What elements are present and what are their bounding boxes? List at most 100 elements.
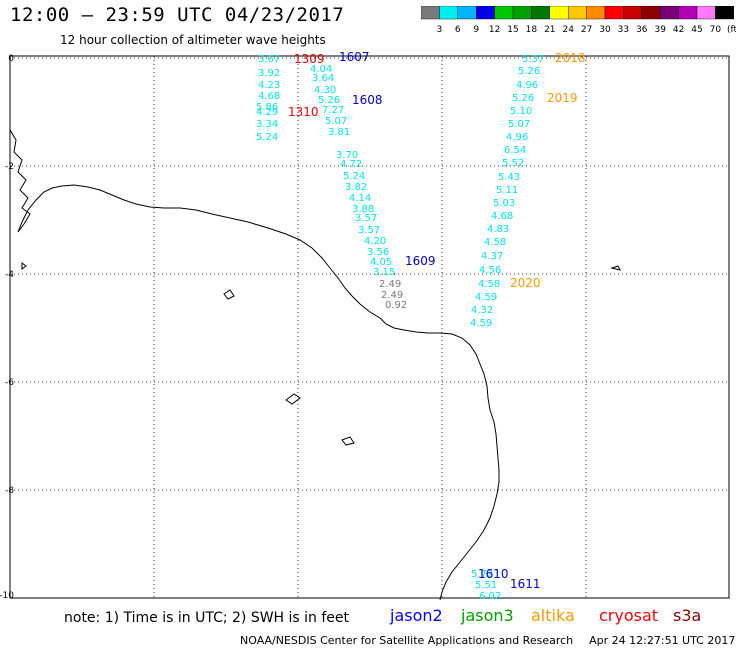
- y-tick-label: -6: [5, 378, 14, 388]
- legend-jason2: jason2: [390, 606, 443, 625]
- island-2: [285, 393, 301, 405]
- wave-height-label: 4.72: [340, 159, 362, 170]
- wave-height-label: 6.02: [479, 591, 501, 602]
- footer-credit: NOAA/NESDIS Center for Satellite Applica…: [240, 634, 574, 647]
- axis-tick-labels: -45-42-39-36-33-300-2-4-6-8-10: [0, 54, 14, 601]
- coastline-cape-segment: [9, 129, 31, 233]
- y-tick-label: -4: [5, 270, 14, 280]
- wave-height-label: 4.68: [491, 211, 513, 222]
- map-grid: [9, 55, 730, 599]
- legend-cryosat: cryosat: [599, 606, 659, 625]
- colorbar-label: 3: [437, 25, 443, 35]
- wave-height-label: 4.96: [506, 132, 528, 143]
- wave-height-label: 5.24: [256, 132, 278, 143]
- wave-height-label: 3.64: [312, 73, 334, 84]
- legend-altika: altika: [531, 606, 575, 625]
- coastline: [9, 129, 621, 601]
- wave-height-label: 1608: [352, 93, 383, 107]
- colorbar-label: 36: [636, 25, 648, 35]
- wave-height-label: 1609: [405, 254, 436, 268]
- wave-height-label: 4.32: [471, 305, 493, 316]
- wave-height-label: 4.83: [487, 224, 509, 235]
- wave-height-label: 1611: [510, 577, 541, 591]
- wave-height-label: 3.57: [355, 213, 377, 224]
- footer-timestamp: Apr 24 12:27:51 UTC 2017: [589, 634, 736, 647]
- colorbar-label: (ft): [727, 25, 736, 35]
- wave-height-label: 4.30: [314, 85, 336, 96]
- wave-height-label: 5.72: [471, 569, 493, 580]
- wave-height-label: 3.82: [345, 182, 367, 193]
- colorbar-label: 42: [673, 25, 684, 35]
- wave-height-label: 2019: [547, 91, 578, 105]
- wave-height-label: 6.54: [504, 145, 526, 156]
- island-4: [610, 265, 621, 271]
- legend-s3a: s3a: [673, 606, 702, 625]
- wave-height-label: 3.57: [358, 225, 380, 236]
- wave-height-labels: 3.673.924.234.684.295.863.345.244.043.64…: [256, 50, 586, 602]
- colorbar-label: 9: [473, 25, 479, 35]
- colorbar-label: 6: [455, 25, 461, 35]
- wave-height-label: 3.56: [367, 247, 389, 258]
- y-tick-label: -8: [5, 486, 14, 496]
- wave-height-label: 3.34: [256, 119, 278, 130]
- coastline-main: [17, 184, 500, 601]
- wave-height-label: 5.07: [325, 116, 347, 127]
- wave-height-label: 5.37: [522, 54, 544, 65]
- y-tick-label: -2: [5, 162, 14, 172]
- map-frame: [9, 55, 730, 599]
- wave-height-label: 4.37: [481, 251, 503, 262]
- wave-height-label: 4.68: [258, 91, 280, 102]
- map-note: note: 1) Time is in UTC; 2) SWH is in fe…: [64, 610, 350, 626]
- island-3: [341, 436, 355, 446]
- wave-height-label: 5.11: [496, 185, 518, 196]
- wave-height-label: 3.70: [336, 150, 358, 161]
- wave-height-label: 4.05: [370, 257, 392, 268]
- wave-height-label: 4.04: [310, 64, 332, 75]
- wave-height-label: 5.24: [343, 171, 365, 182]
- colorbar-label: 18: [526, 25, 538, 35]
- wave-height-label: 3.67: [258, 54, 280, 65]
- wave-height-label: 1607: [339, 50, 370, 64]
- wave-height-label: 5.26: [518, 66, 540, 77]
- wave-height-label: 5.86: [256, 102, 278, 113]
- wave-height-label: 4.96: [516, 80, 538, 91]
- wave-height-label: 4.14: [349, 193, 371, 204]
- wave-height-label: 2.49: [379, 279, 401, 290]
- island-1: [223, 289, 235, 300]
- wave-height-label: 4.59: [470, 318, 492, 329]
- wave-height-label: 7.27: [322, 105, 344, 116]
- colorbar-label: 30: [599, 25, 611, 35]
- wave-height-label: 4.56: [479, 265, 501, 276]
- wave-height-label: 5.51: [475, 580, 497, 591]
- colorbar-label: 45: [691, 25, 702, 35]
- wave-height-label: 1610: [478, 567, 509, 581]
- wave-height-label: 3.92: [258, 68, 280, 79]
- wave-height-label: 4.58: [484, 237, 506, 248]
- wave-height-label: 2018: [555, 51, 586, 65]
- map-title: 12:00 – 23:59 UTC 04/23/2017: [10, 4, 345, 26]
- wave-height-label: 5.26: [318, 95, 340, 106]
- colorbar-label: 24: [562, 25, 574, 35]
- wave-height-label: 4.29: [256, 107, 278, 118]
- wave-height-label: 2.49: [381, 290, 403, 301]
- wave-height-label: 2020: [510, 276, 541, 290]
- footer: NOAA/NESDIS Center for Satellite Applica…: [240, 634, 735, 647]
- colorbar-label: 12: [489, 25, 500, 35]
- wave-height-label: 1310: [288, 105, 319, 119]
- colorbar-label: 21: [544, 25, 555, 35]
- colorbar-label: 15: [507, 25, 518, 35]
- legend-jason3: jason3: [461, 606, 514, 625]
- wave-height-label: 4.58: [478, 279, 500, 290]
- y-tick-label: -10: [0, 591, 14, 601]
- wave-height-label: 1309: [294, 52, 325, 66]
- map-subtitle: 12 hour collection of altimeter wave hei…: [60, 33, 326, 47]
- wave-height-label: 3.15: [373, 267, 395, 278]
- wave-height-label: 5.43: [498, 172, 520, 183]
- wave-height-label: 5.52: [502, 158, 524, 169]
- wave-height-label: 4.59: [475, 292, 497, 303]
- wave-height-map: -45-42-39-36-33-300-2-4-6-8-10 3.673.924…: [0, 50, 730, 602]
- wave-height-label: 5.03: [493, 198, 515, 209]
- island-5: [21, 262, 27, 270]
- colorbar-label: 27: [581, 25, 592, 35]
